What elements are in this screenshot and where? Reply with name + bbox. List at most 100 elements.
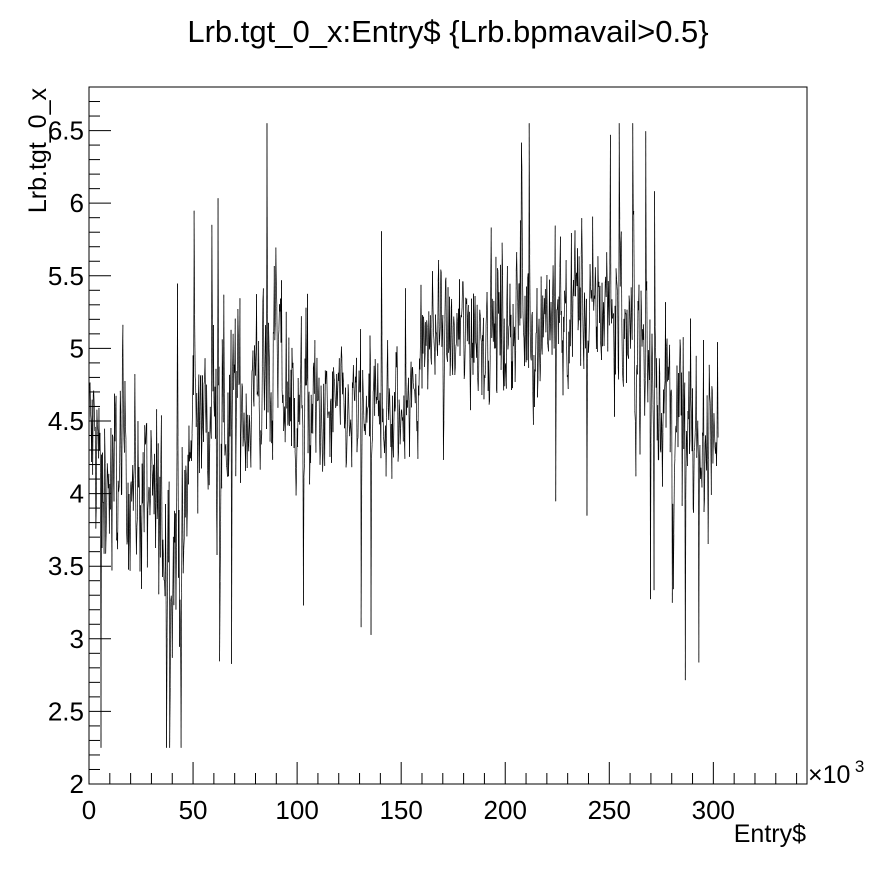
data-point [106,463,109,474]
data-point [131,483,133,502]
data-point [569,314,572,347]
data-point [607,281,610,302]
data-point [120,412,122,495]
data-point [340,346,343,359]
data-point [668,360,670,380]
data-point [358,370,360,393]
data-point [573,261,575,297]
x-axis-multiplier: ×10 3 [808,757,864,789]
data-point [262,288,265,367]
data-point [435,314,437,334]
data-point [514,350,517,383]
data-point [179,599,182,638]
data-point [150,430,152,499]
data-point [348,396,350,425]
data-point [118,463,121,486]
data-point [221,339,223,489]
data-point [540,276,543,348]
data-point [516,287,519,303]
data-point [134,374,136,442]
data-point [251,368,253,373]
data-point [154,453,156,503]
data-point [209,406,212,430]
data-point [125,426,127,440]
x-tick-label: 250 [588,795,631,825]
data-point [432,301,434,333]
data-point [657,405,659,460]
data-point [483,317,485,400]
data-point [555,348,557,502]
data-point [407,390,409,408]
data-point [647,350,650,363]
data-point [166,562,168,638]
data-point [622,318,625,387]
data-point [111,434,113,571]
data-point [593,295,595,311]
data-point [679,339,681,351]
data-point [319,446,321,465]
data-point [558,267,561,323]
data-point [346,434,348,462]
data-point [93,406,96,431]
data-point [607,281,609,352]
data-point [628,295,631,304]
data-point [588,339,590,353]
data-point [126,540,128,545]
data-point [428,346,431,350]
data-point [349,425,351,437]
data-point [422,316,424,354]
data-point [169,687,171,748]
data-point [357,393,359,438]
data-point [242,435,244,447]
data-point [291,347,293,447]
data-point [166,637,168,748]
data-point [389,396,391,424]
data-point [228,452,230,477]
data-point [356,357,358,453]
x-axis-label: Entry$ [734,820,806,848]
data-point [450,308,452,358]
data-point [456,313,458,322]
data-point [170,595,173,603]
data-point [96,424,99,432]
data-point [217,198,219,386]
data-point [582,312,584,348]
data-point [175,547,177,610]
data-point [429,315,432,357]
data-point [303,463,305,478]
data-point [199,376,201,421]
data-point [695,355,698,458]
data-point [198,420,201,474]
data-point [403,395,405,438]
data-point [188,425,190,462]
data-point [104,463,107,554]
y-tick-label: 4 [70,479,84,509]
data-point [652,362,654,405]
data-point [603,314,606,346]
data-point [630,287,633,313]
data-point [496,268,498,393]
data-point [388,388,391,397]
data-point [244,438,246,448]
data-point [486,292,488,324]
data-point [685,430,688,443]
data-point [201,439,203,469]
data-point [481,335,483,395]
data-point [285,311,288,409]
data-point [703,498,705,512]
data-point [552,265,555,300]
data-point [468,311,471,360]
data-point [345,461,347,468]
data-point [191,433,193,461]
data-point [594,267,597,286]
data-point [237,308,239,337]
data-point [440,269,442,273]
x-multiplier-exponent: 3 [855,757,864,776]
data-point [242,387,244,447]
data-point [124,381,126,427]
data-point [405,364,407,416]
data-point [258,340,260,403]
data-point [478,323,480,370]
data-point [711,386,713,392]
data-point [305,307,307,386]
